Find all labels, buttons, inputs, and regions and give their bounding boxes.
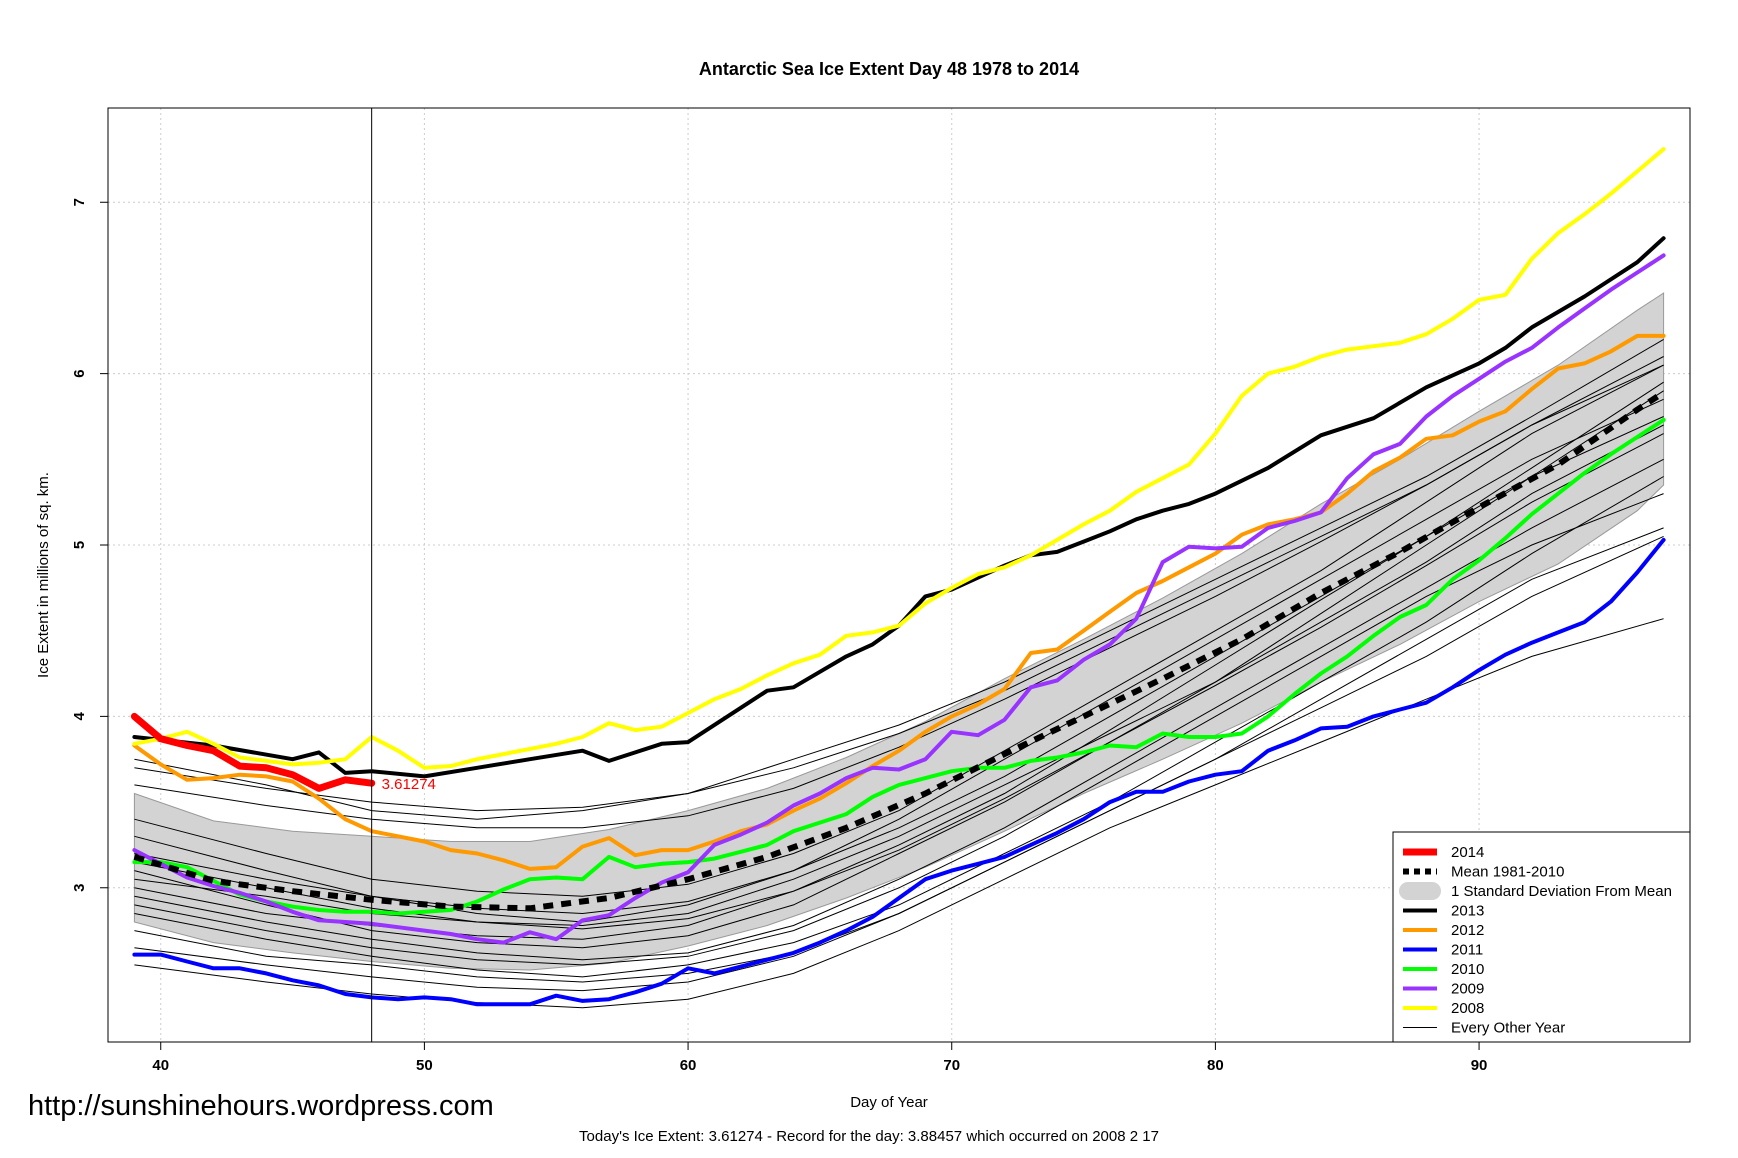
other-year-line: [134, 493, 1664, 966]
watermark-url: http://sunshinehours.wordpress.com: [28, 1090, 494, 1122]
legend-swatch: [1399, 882, 1441, 900]
legend-label: 2014: [1451, 844, 1484, 861]
legend-label: 2012: [1451, 922, 1484, 939]
legend-box: [1392, 831, 1691, 1043]
x-tick-label: 60: [680, 1057, 697, 1074]
legend-label: Mean 1981-2010: [1451, 864, 1564, 881]
other-year-line: [134, 338, 1664, 820]
series-line-2009: [132, 253, 1666, 945]
series-line-2010: [132, 417, 1666, 916]
x-tick-label: 90: [1471, 1057, 1488, 1074]
legend-label: 2011: [1451, 942, 1483, 959]
legend-label: 2013: [1451, 903, 1484, 920]
other-year-line: [134, 364, 1664, 897]
y-tick-label: 7: [71, 198, 88, 206]
y-axis-label: Ice Extent in millions of sq. km.: [35, 472, 52, 678]
series-line-2012: [132, 333, 1666, 871]
x-tick-label: 70: [943, 1057, 960, 1074]
x-tick-label: 50: [416, 1057, 433, 1074]
other-year-line: [134, 390, 1664, 949]
legend-label: Every Other Year: [1451, 1020, 1565, 1037]
plot-area: 3.61274 40 50 60 70 80 90 3 4 5 6 7: [71, 107, 1691, 1074]
other-year-line: [134, 356, 1664, 812]
x-axis-label: Day of Year: [850, 1094, 928, 1111]
other-year-line: [134, 364, 1664, 829]
series-line-2008: [132, 147, 1666, 770]
other-year-line: [134, 424, 1664, 927]
series-line-2011: [132, 537, 1666, 1007]
legend: 2014 Mean 1981-2010 1 Standard Deviation F…: [1392, 831, 1691, 1043]
y-tick-label: 6: [71, 369, 88, 377]
y-tick-label: 3: [71, 884, 88, 892]
y-tick-label: 4: [71, 712, 88, 721]
series-line-2014: [130, 712, 376, 792]
plot-frame: [107, 107, 1691, 1043]
y-tick-label: 5: [71, 541, 88, 549]
series-line-mean-1981-2010: [133, 389, 1666, 912]
chart-title: Antarctic Sea Ice Extent Day 48 1978 to …: [699, 59, 1079, 79]
legend-label: 2008: [1451, 1000, 1484, 1017]
legend-label: 2009: [1451, 981, 1484, 998]
legend-label: 2010: [1451, 961, 1484, 978]
legend-label: 1 Standard Deviation From Mean: [1451, 883, 1672, 900]
footnote-text: Today's Ice Extent: 3.61274 - Record for…: [579, 1128, 1159, 1145]
current-value-label: 3.61274: [382, 776, 436, 793]
other-year-line: [134, 458, 1664, 961]
other-year-line: [134, 535, 1664, 992]
x-tick-label: 80: [1207, 1057, 1224, 1074]
x-tick-label: 40: [152, 1057, 169, 1074]
other-year-line: [134, 476, 1664, 978]
series-line-2013: [132, 236, 1666, 779]
